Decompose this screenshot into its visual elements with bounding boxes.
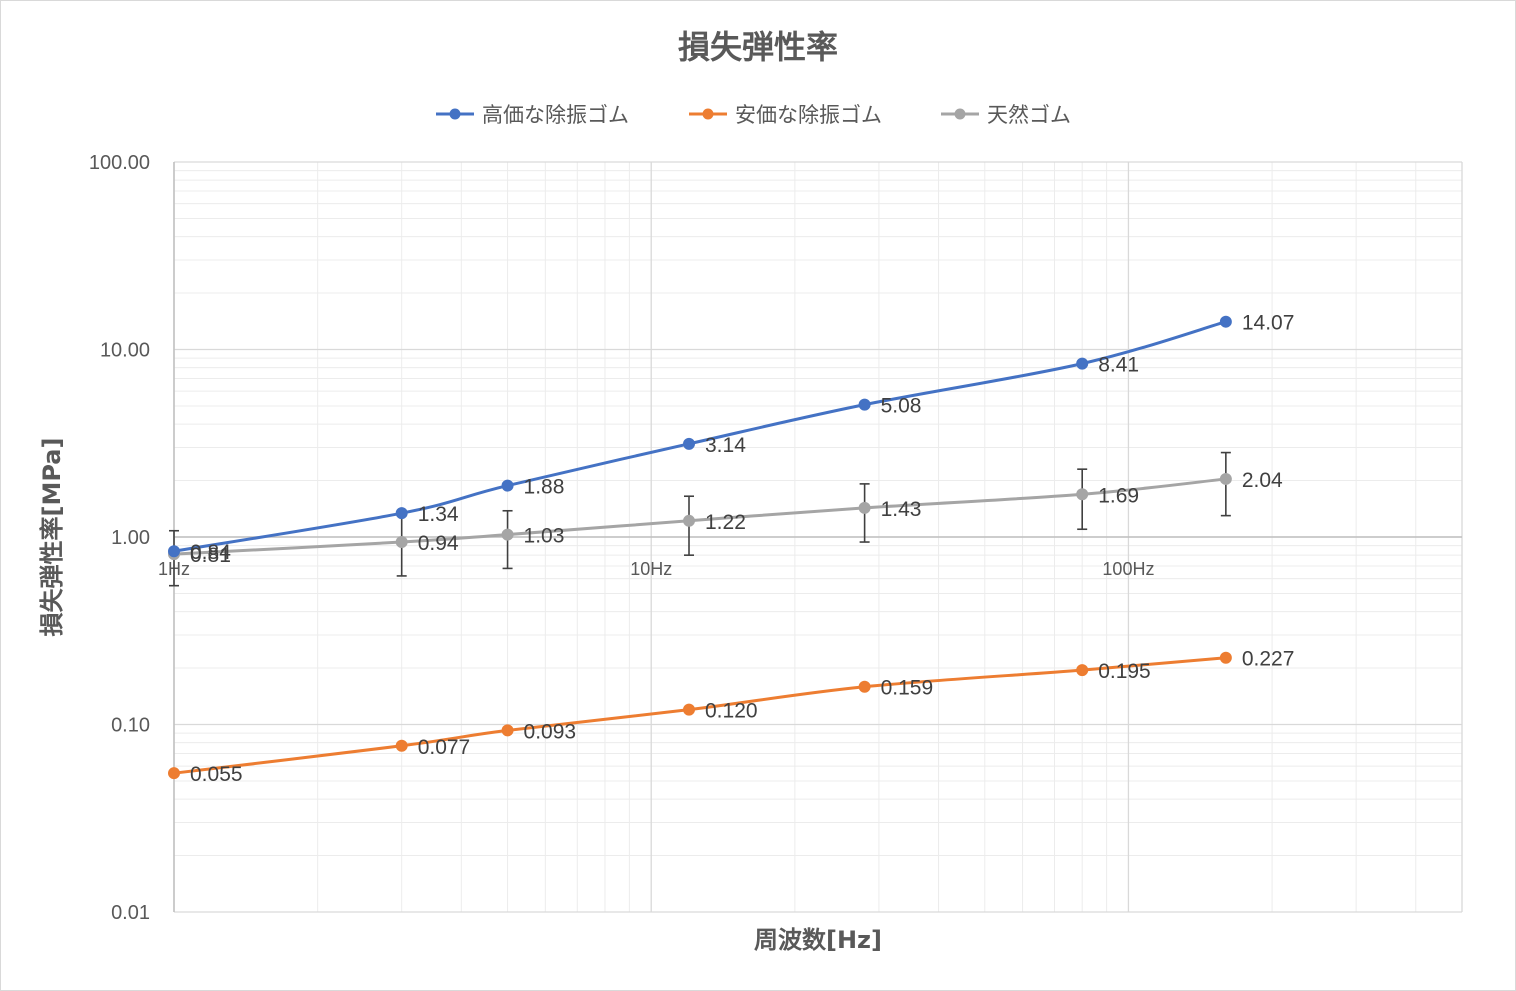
y-tick-label: 10.00: [100, 340, 150, 362]
chart-title: 損失弾性率: [678, 28, 838, 66]
data-label: 1.69: [1098, 484, 1139, 507]
data-label: 14.07: [1242, 312, 1295, 335]
x-tick-label: 10Hz: [630, 559, 672, 579]
series-layer: [168, 315, 1232, 780]
data-point: [395, 507, 408, 520]
data-label: 1.22: [705, 511, 746, 534]
data-label: 0.055: [190, 763, 243, 786]
data-label: 1.43: [881, 498, 922, 521]
y-axis-title: 損失弾性率[MPa]: [38, 438, 66, 637]
chart-legend: 高価な除振ゴム 安価な除振ゴム 天然ゴム: [436, 103, 1071, 127]
data-label: 1.34: [418, 503, 459, 526]
data-label: 0.195: [1098, 660, 1151, 683]
data-label: 1.88: [524, 476, 565, 499]
y-tick-label: 1.00: [111, 527, 150, 549]
data-point: [395, 739, 408, 752]
data-point: [683, 514, 696, 527]
legend-marker: [954, 108, 966, 120]
data-point: [1076, 357, 1089, 370]
legend-label: 天然ゴム: [987, 103, 1071, 127]
data-point: [858, 398, 871, 411]
x-axis-ticks: 1Hz 10Hz 100Hz: [158, 559, 1154, 579]
x-tick-label: 100Hz: [1102, 559, 1154, 579]
data-point: [1219, 472, 1232, 485]
legend-marker: [449, 108, 461, 120]
data-point: [858, 680, 871, 693]
data-point: [168, 545, 180, 558]
data-point: [168, 767, 180, 780]
series-line: [173, 656, 1226, 775]
data-point: [501, 479, 514, 492]
data-point: [1219, 651, 1232, 664]
data-label: 0.077: [418, 736, 471, 759]
data-point: [1076, 664, 1089, 677]
data-label: 0.227: [1242, 648, 1295, 671]
series-line: [173, 320, 1227, 553]
data-label: 8.41: [1098, 354, 1139, 377]
legend-label: 安価な除振ゴム: [735, 103, 882, 127]
data-label: 0.093: [524, 720, 577, 743]
data-point: [858, 501, 871, 514]
y-tick-label: 100.00: [89, 152, 150, 174]
data-point: [1219, 315, 1232, 328]
y-tick-label: 0.01: [111, 902, 150, 924]
series-line: [173, 477, 1227, 556]
data-label: 0.120: [705, 700, 758, 723]
data-label: 0.81: [190, 544, 231, 567]
data-label: 0.94: [418, 532, 459, 555]
data-label: 3.14: [705, 434, 746, 457]
data-label: 0.159: [881, 677, 934, 700]
data-point: [683, 703, 696, 716]
data-point: [501, 724, 514, 737]
data-point: [501, 528, 514, 541]
data-label: 2.04: [1242, 469, 1283, 492]
data-point: [683, 437, 696, 450]
data-label: 1.03: [524, 525, 565, 548]
legend-label: 高価な除振ゴム: [482, 103, 629, 127]
data-label: 0.84: [190, 541, 231, 564]
plot-grid: [173, 161, 1463, 913]
legend-marker: [702, 108, 714, 120]
y-axis-ticks: 100.00 10.00 1.00 0.10 0.01: [89, 152, 150, 924]
data-point: [1076, 488, 1089, 501]
data-labels-layer: 0.81 0.94 1.03 1.22 1.43 1.69 2.04 0.055 0.077 0.…: [190, 312, 1294, 786]
y-tick-label: 0.10: [111, 715, 150, 737]
data-point: [395, 536, 408, 549]
x-axis-title: 周波数[Hz]: [754, 926, 882, 954]
data-label: 5.08: [881, 395, 922, 418]
